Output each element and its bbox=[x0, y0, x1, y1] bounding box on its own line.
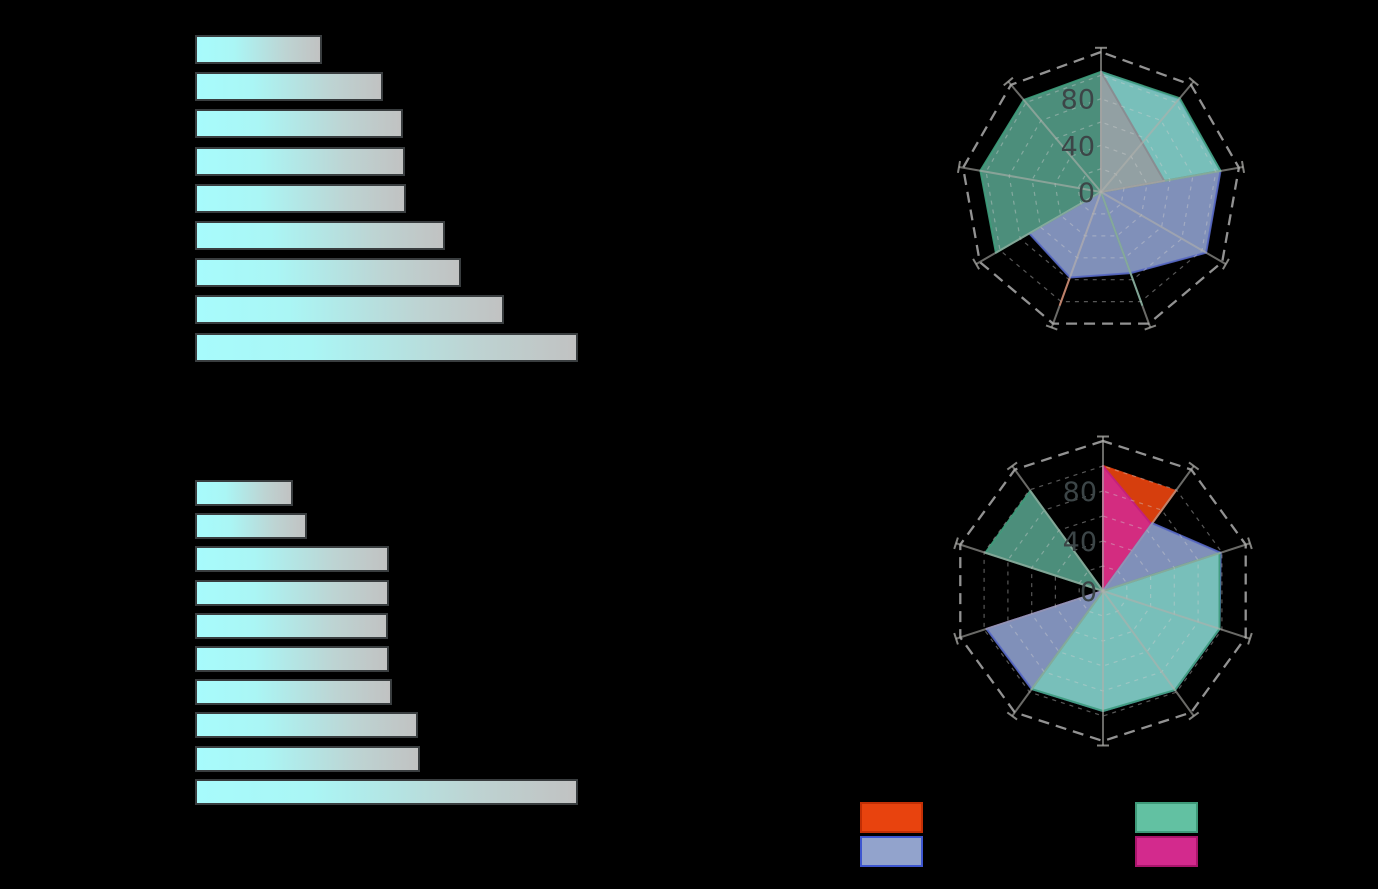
radar-spoke bbox=[958, 165, 1102, 193]
radar-spoke-tick bbox=[1247, 632, 1253, 645]
radar-spoke-tick bbox=[1006, 461, 1018, 471]
radar-spoke-tick bbox=[956, 160, 962, 174]
radar-spoke-tick bbox=[1045, 324, 1058, 331]
radar-chart-top: 80 40 0 bbox=[956, 46, 1246, 331]
bar bbox=[195, 712, 418, 739]
bar bbox=[195, 745, 420, 772]
legend-swatch-orange bbox=[860, 802, 923, 833]
bar bbox=[195, 72, 384, 102]
radial-tick-label: 80 bbox=[1061, 85, 1095, 116]
radial-tick-label: 0 bbox=[1080, 577, 1097, 608]
radar-spoke bbox=[1050, 191, 1102, 328]
radar-spoke-tick bbox=[1188, 76, 1199, 87]
radar-spoke bbox=[1011, 465, 1104, 592]
radar-series-outline-green bbox=[984, 489, 1221, 712]
radar-spoke bbox=[1100, 165, 1244, 193]
radar-spoke-tick bbox=[953, 537, 959, 550]
bar bbox=[195, 679, 392, 706]
radar-spoke bbox=[1100, 191, 1227, 265]
legend-swatch-green bbox=[1135, 802, 1198, 833]
bar bbox=[195, 221, 446, 250]
radar-spoke bbox=[1100, 80, 1195, 193]
radar-gridline bbox=[985, 74, 1217, 303]
radial-tick-label: 40 bbox=[1061, 131, 1095, 162]
bar bbox=[195, 646, 390, 672]
radar-spoke-tick bbox=[1188, 461, 1200, 471]
radar-chart-bottom: 80 40 0 bbox=[953, 435, 1253, 747]
radar-spoke bbox=[955, 590, 1104, 640]
bar bbox=[195, 258, 462, 288]
bar bbox=[195, 778, 578, 805]
radar-gridline bbox=[1008, 98, 1194, 281]
radar-spoke bbox=[1011, 590, 1104, 717]
bar bbox=[195, 513, 308, 540]
radar-spoke bbox=[1102, 590, 1251, 640]
radar-series-fill-gray bbox=[1101, 71, 1165, 192]
radial-tick-label: 40 bbox=[1063, 527, 1097, 558]
radar-series-fill-magenta bbox=[986, 466, 1152, 629]
radar-spoke bbox=[1102, 590, 1195, 717]
radar-spoke-tick bbox=[1144, 324, 1157, 331]
radar-spoke bbox=[1100, 191, 1152, 328]
radar-spoke-tick bbox=[953, 632, 959, 645]
radial-tick-label: 80 bbox=[1063, 477, 1097, 508]
radar-gridline bbox=[1054, 144, 1148, 237]
radar-gridline bbox=[983, 465, 1223, 717]
bar bbox=[195, 183, 407, 213]
radar-spoke bbox=[1102, 542, 1251, 592]
radar-spoke-tick bbox=[1247, 537, 1253, 550]
bar bbox=[195, 612, 389, 639]
radar-spoke bbox=[975, 191, 1102, 265]
radial-tick-label: 0 bbox=[1078, 178, 1095, 209]
radar-spoke bbox=[1007, 80, 1102, 193]
radar-gridline bbox=[1078, 565, 1128, 617]
bar bbox=[195, 109, 403, 139]
radar-gridline bbox=[1077, 168, 1125, 215]
radar-spoke-tick bbox=[972, 258, 980, 270]
radar-spoke-tick bbox=[1222, 258, 1230, 270]
radar-spoke-tick bbox=[1188, 711, 1200, 721]
bar bbox=[195, 295, 505, 325]
legend-swatch-magenta bbox=[1135, 836, 1198, 867]
bar bbox=[195, 35, 323, 64]
bar bbox=[195, 480, 293, 506]
radar-spoke bbox=[955, 542, 1104, 592]
radar-spoke bbox=[1102, 465, 1195, 592]
bar bbox=[195, 579, 389, 606]
radar-spoke-tick bbox=[1003, 76, 1014, 87]
radar-spoke-tick bbox=[1240, 160, 1246, 174]
bar bbox=[195, 146, 405, 176]
radar-outer-ring bbox=[959, 439, 1247, 743]
radar-spoke-tick bbox=[1006, 711, 1018, 721]
bar bbox=[195, 546, 389, 573]
bar bbox=[195, 332, 578, 362]
legend-swatch-slate-blue bbox=[860, 836, 923, 867]
